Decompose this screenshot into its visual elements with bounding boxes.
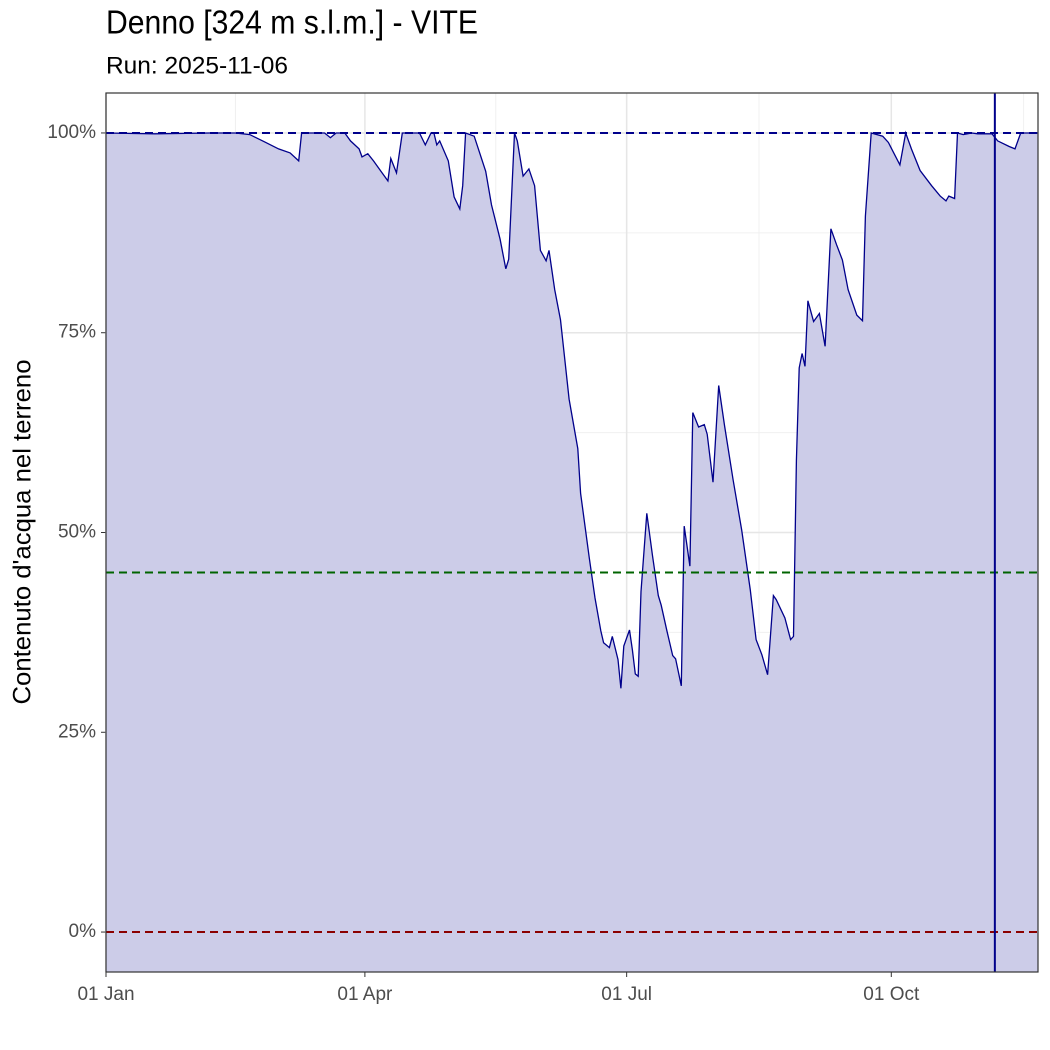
y-tick-label: 75% <box>58 322 96 343</box>
plot-border <box>105 92 1039 973</box>
y-tick-label: 100% <box>47 122 96 143</box>
y-axis-title: Contenuto d'acqua nel terreno <box>9 360 37 705</box>
x-tick-label: 01 Oct <box>863 984 920 1005</box>
area <box>106 133 1038 972</box>
y-tick-label: 0% <box>69 921 97 942</box>
x-tick-label: 01 Jan <box>77 984 134 1005</box>
chart-title: Denno [324 m s.l.m.] - VITE <box>106 4 478 41</box>
line <box>105 130 1038 689</box>
x-tick-label: 01 Apr <box>337 984 393 1005</box>
y-tick-label: 25% <box>58 721 96 742</box>
y-tick-label: 50% <box>58 522 96 543</box>
x-tick-label: 01 Jul <box>601 984 652 1005</box>
chart-subtitle: Run: 2025-11-06 <box>106 52 288 79</box>
